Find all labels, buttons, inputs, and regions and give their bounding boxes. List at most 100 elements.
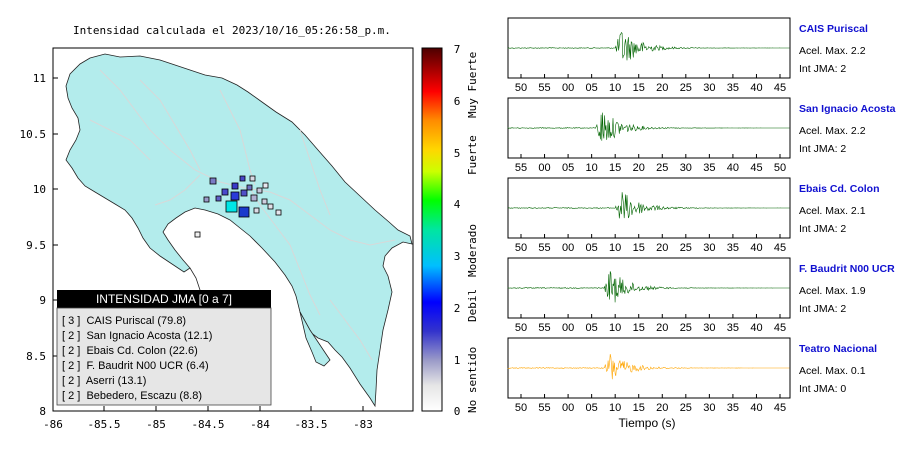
accel-max: Acel. Max. 0.1 bbox=[799, 365, 866, 377]
time-tick-label: 10 bbox=[609, 82, 621, 94]
time-tick-label: 20 bbox=[656, 242, 668, 254]
station-marker[interactable] bbox=[225, 200, 238, 213]
time-tick-label: 35 bbox=[703, 162, 715, 174]
time-tick-label: 20 bbox=[656, 402, 668, 414]
int-jma: Int JMA: 2 bbox=[799, 63, 846, 75]
legend-title: INTENSIDAD JMA [0 a 7] bbox=[96, 292, 232, 306]
time-tick-label: 10 bbox=[609, 242, 621, 254]
time-tick-label: 30 bbox=[703, 402, 715, 414]
map-legend: INTENSIDAD JMA [0 a 7] [ 3 ] CAIS Purisc… bbox=[56, 290, 272, 406]
int-jma: Int JMA: 2 bbox=[799, 303, 846, 315]
colorbar-tick-label: 3 bbox=[454, 250, 461, 263]
station-marker[interactable] bbox=[209, 177, 217, 185]
time-tick-label: 55 bbox=[538, 402, 550, 414]
legend-entry: [ 2 ] San Ignacio Acosta (12.1) bbox=[62, 330, 212, 342]
station-marker[interactable] bbox=[253, 207, 260, 214]
legend-entry: [ 2 ] Ebais Cd. Colon (22.6) bbox=[62, 345, 198, 357]
colorbar: 0 1 2 3 4 5 6 7 No sentido Debil Moderad… bbox=[421, 43, 479, 418]
time-tick-label: 30 bbox=[703, 242, 715, 254]
time-tick-label: 55 bbox=[515, 162, 527, 174]
time-tick-label: 35 bbox=[727, 402, 739, 414]
x-tick-label: -83 bbox=[353, 418, 373, 431]
time-tick-label: 00 bbox=[562, 402, 574, 414]
time-tick-label: 25 bbox=[656, 162, 668, 174]
time-tick-label: 20 bbox=[656, 322, 668, 334]
waveform-panel: 50 55 00 05 10 15 20 25 30 35 40 45 Teatro Nacional A… bbox=[507, 337, 877, 414]
time-tick-label: 45 bbox=[774, 242, 786, 254]
station-marker[interactable] bbox=[215, 195, 222, 202]
colorbar-gradient bbox=[421, 47, 443, 412]
station-marker[interactable] bbox=[203, 196, 210, 203]
station-marker[interactable] bbox=[275, 209, 282, 216]
colorbar-tick-label: 7 bbox=[454, 43, 461, 56]
time-tick-label: 55 bbox=[538, 82, 550, 94]
time-tick-label: 00 bbox=[538, 162, 550, 174]
time-tick-label: 55 bbox=[538, 322, 550, 334]
station-marker[interactable] bbox=[194, 231, 201, 238]
time-tick-label: 00 bbox=[562, 242, 574, 254]
station-marker[interactable] bbox=[239, 175, 246, 182]
colorbar-category: Debil bbox=[466, 289, 479, 322]
colorbar-category: Fuerte bbox=[466, 135, 479, 175]
time-tick-label: 05 bbox=[586, 242, 598, 254]
y-tick-label: 10.5 bbox=[20, 128, 47, 141]
time-tick-label: 30 bbox=[680, 162, 692, 174]
station-marker[interactable] bbox=[256, 187, 263, 194]
y-tick-label: 9 bbox=[39, 294, 46, 307]
time-tick-label: 15 bbox=[633, 82, 645, 94]
legend-entry: [ 2 ] Aserri (13.1) bbox=[62, 375, 146, 387]
time-tick-label: 50 bbox=[515, 322, 527, 334]
time-tick-label: 05 bbox=[586, 82, 598, 94]
int-jma: Int JMA: 2 bbox=[799, 223, 846, 235]
time-tick-label: 25 bbox=[680, 322, 692, 334]
time-tick-label: 15 bbox=[609, 162, 621, 174]
waveform-panels: 50 55 00 05 10 15 20 25 30 35 40 45 CAIS Puriscal Ace… bbox=[507, 17, 896, 414]
legend-entry: [ 3 ] CAIS Puriscal (79.8) bbox=[62, 315, 186, 327]
time-tick-label: 20 bbox=[656, 82, 668, 94]
x-tick-label: -85 bbox=[146, 418, 166, 431]
map-x-tick-labels: -86 -85.5 -85 -84.5 -84 -83.5 -83 bbox=[43, 418, 373, 431]
time-tick-label: 50 bbox=[515, 242, 527, 254]
station-marker[interactable] bbox=[230, 191, 240, 201]
waveform-trace bbox=[507, 31, 790, 61]
time-tick-label: 40 bbox=[750, 402, 762, 414]
legend-header-bg bbox=[57, 290, 271, 308]
station-marker[interactable] bbox=[249, 175, 256, 182]
time-tick-label: 40 bbox=[727, 162, 739, 174]
time-tick-label: 45 bbox=[750, 162, 762, 174]
time-tick-label: 50 bbox=[515, 402, 527, 414]
time-tick-label: 50 bbox=[774, 162, 786, 174]
station-marker[interactable] bbox=[231, 182, 239, 190]
time-tick-label: 05 bbox=[586, 402, 598, 414]
station-marker[interactable] bbox=[240, 189, 248, 197]
station-marker[interactable] bbox=[250, 194, 258, 202]
osa-peninsula bbox=[299, 311, 331, 367]
map-axes bbox=[52, 77, 364, 412]
time-tick-label: 55 bbox=[538, 242, 550, 254]
station-marker[interactable] bbox=[267, 203, 274, 210]
station-marker[interactable] bbox=[238, 206, 250, 218]
station-marker[interactable] bbox=[262, 182, 269, 189]
colorbar-tick-label: 4 bbox=[454, 198, 461, 211]
y-tick-label: 8 bbox=[39, 405, 46, 418]
time-tick-label: 45 bbox=[774, 322, 786, 334]
int-jma: Int JMA: 0 bbox=[799, 383, 846, 395]
station-marker[interactable] bbox=[261, 198, 268, 205]
time-tick-label: 10 bbox=[609, 402, 621, 414]
time-tick-label: 25 bbox=[680, 82, 692, 94]
station-marker[interactable] bbox=[246, 184, 253, 191]
waveform-panel: 50 55 00 05 10 15 20 25 30 35 40 45 Ebais Cd. Colon A… bbox=[507, 177, 880, 254]
accel-max: Acel. Max. 2.2 bbox=[799, 45, 866, 57]
colorbar-tick-label: 2 bbox=[454, 302, 461, 315]
waveform-trace bbox=[507, 271, 790, 303]
x-tick-label: -83.5 bbox=[294, 418, 327, 431]
waveform-panel: 50 55 00 05 10 15 20 25 30 35 40 45 F. Baudrit N00 U… bbox=[507, 257, 895, 334]
time-tick-label: 10 bbox=[586, 162, 598, 174]
station-marker[interactable] bbox=[221, 188, 229, 196]
time-tick-label: 00 bbox=[562, 322, 574, 334]
x-tick-label: -86 bbox=[43, 418, 63, 431]
colorbar-category: Moderado bbox=[466, 224, 479, 277]
accel-max: Acel. Max. 1.9 bbox=[799, 285, 866, 297]
y-tick-label: 8.5 bbox=[26, 350, 46, 363]
